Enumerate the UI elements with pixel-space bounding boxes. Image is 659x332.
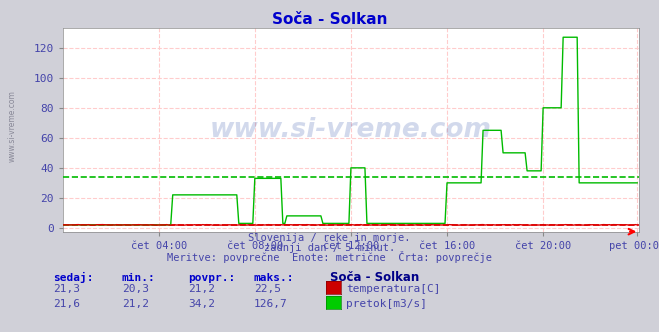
Text: www.si-vreme.com: www.si-vreme.com: [210, 117, 492, 143]
Text: 20,3: 20,3: [122, 284, 149, 294]
Text: 34,2: 34,2: [188, 299, 215, 309]
Text: sedaj:: sedaj:: [53, 272, 93, 283]
Text: temperatura[C]: temperatura[C]: [346, 284, 440, 294]
Text: min.:: min.:: [122, 273, 156, 283]
Text: 22,5: 22,5: [254, 284, 281, 294]
Text: 21,3: 21,3: [53, 284, 80, 294]
Text: Meritve: povprečne  Enote: metrične  Črta: povprečje: Meritve: povprečne Enote: metrične Črta:…: [167, 251, 492, 263]
Text: maks.:: maks.:: [254, 273, 294, 283]
Text: Soča - Solkan: Soča - Solkan: [330, 271, 418, 284]
Text: Slovenija / reke in morje.: Slovenija / reke in morje.: [248, 233, 411, 243]
Text: 21,2: 21,2: [122, 299, 149, 309]
Text: 21,2: 21,2: [188, 284, 215, 294]
Text: Soča - Solkan: Soča - Solkan: [272, 12, 387, 27]
Text: www.si-vreme.com: www.si-vreme.com: [7, 90, 16, 162]
Text: 126,7: 126,7: [254, 299, 287, 309]
Text: povpr.:: povpr.:: [188, 273, 235, 283]
Text: zadnji dan / 5 minut.: zadnji dan / 5 minut.: [264, 243, 395, 253]
Text: pretok[m3/s]: pretok[m3/s]: [346, 299, 427, 309]
Text: 21,6: 21,6: [53, 299, 80, 309]
